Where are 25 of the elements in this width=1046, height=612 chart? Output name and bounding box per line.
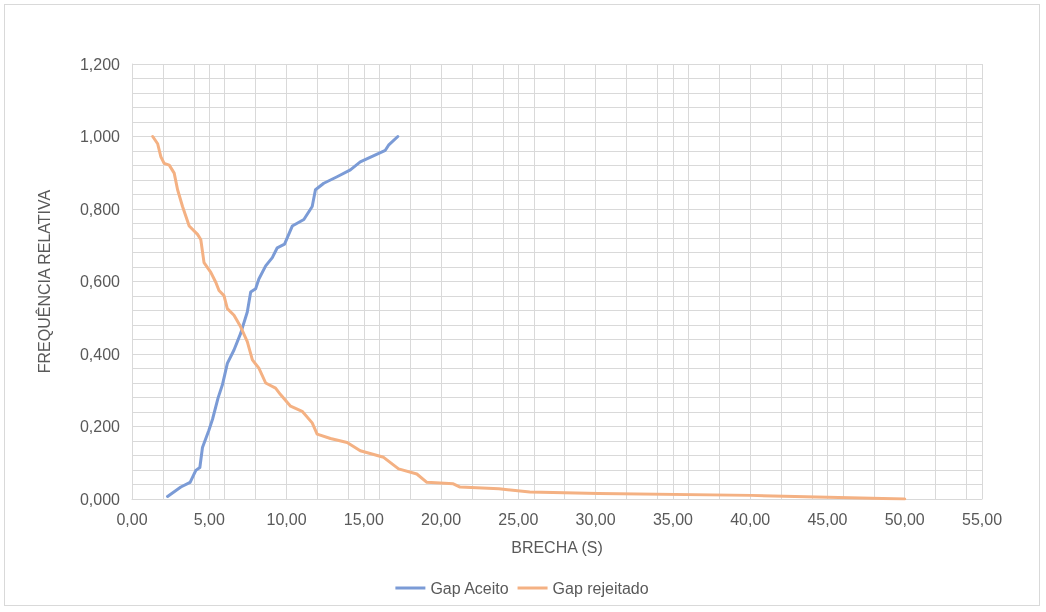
x-tick-label: 25,00: [498, 510, 539, 528]
legend-label: Gap Aceito: [430, 579, 509, 597]
line-series: [166, 135, 400, 498]
x-tick-label: 10,00: [266, 510, 307, 528]
x-tick-label: 20,00: [421, 510, 462, 528]
y-tick-label: 0,000: [79, 490, 121, 508]
x-tick-label: 15,00: [343, 510, 384, 528]
y-tick-label: 0,200: [79, 418, 121, 435]
x-tick-label: 5,00: [193, 510, 225, 528]
x-tick-label: 30,00: [575, 510, 616, 528]
y-axis-title: FREQUÊNCIA RELATIVA: [34, 189, 53, 374]
y-tick-label: 0,400: [79, 345, 121, 363]
x-tick-label: 50,00: [884, 510, 925, 528]
y-tick-label: 0,600: [79, 273, 121, 290]
y-tick-label: 0,800: [79, 200, 121, 218]
x-tick-label: 0,00: [116, 510, 148, 528]
x-tick-label: 45,00: [807, 510, 848, 528]
x-tick-label: 55,00: [961, 510, 1003, 528]
x-tick-label: 35,00: [652, 510, 694, 528]
legend-label: Gap rejeitado: [552, 579, 649, 597]
x-axis-title: BRECHA (S): [511, 538, 603, 556]
y-tick-label: 1,200: [79, 55, 121, 73]
x-tick-label: 40,00: [730, 510, 771, 528]
y-tick-label: 1,000: [79, 128, 121, 145]
line-series: [151, 135, 907, 501]
